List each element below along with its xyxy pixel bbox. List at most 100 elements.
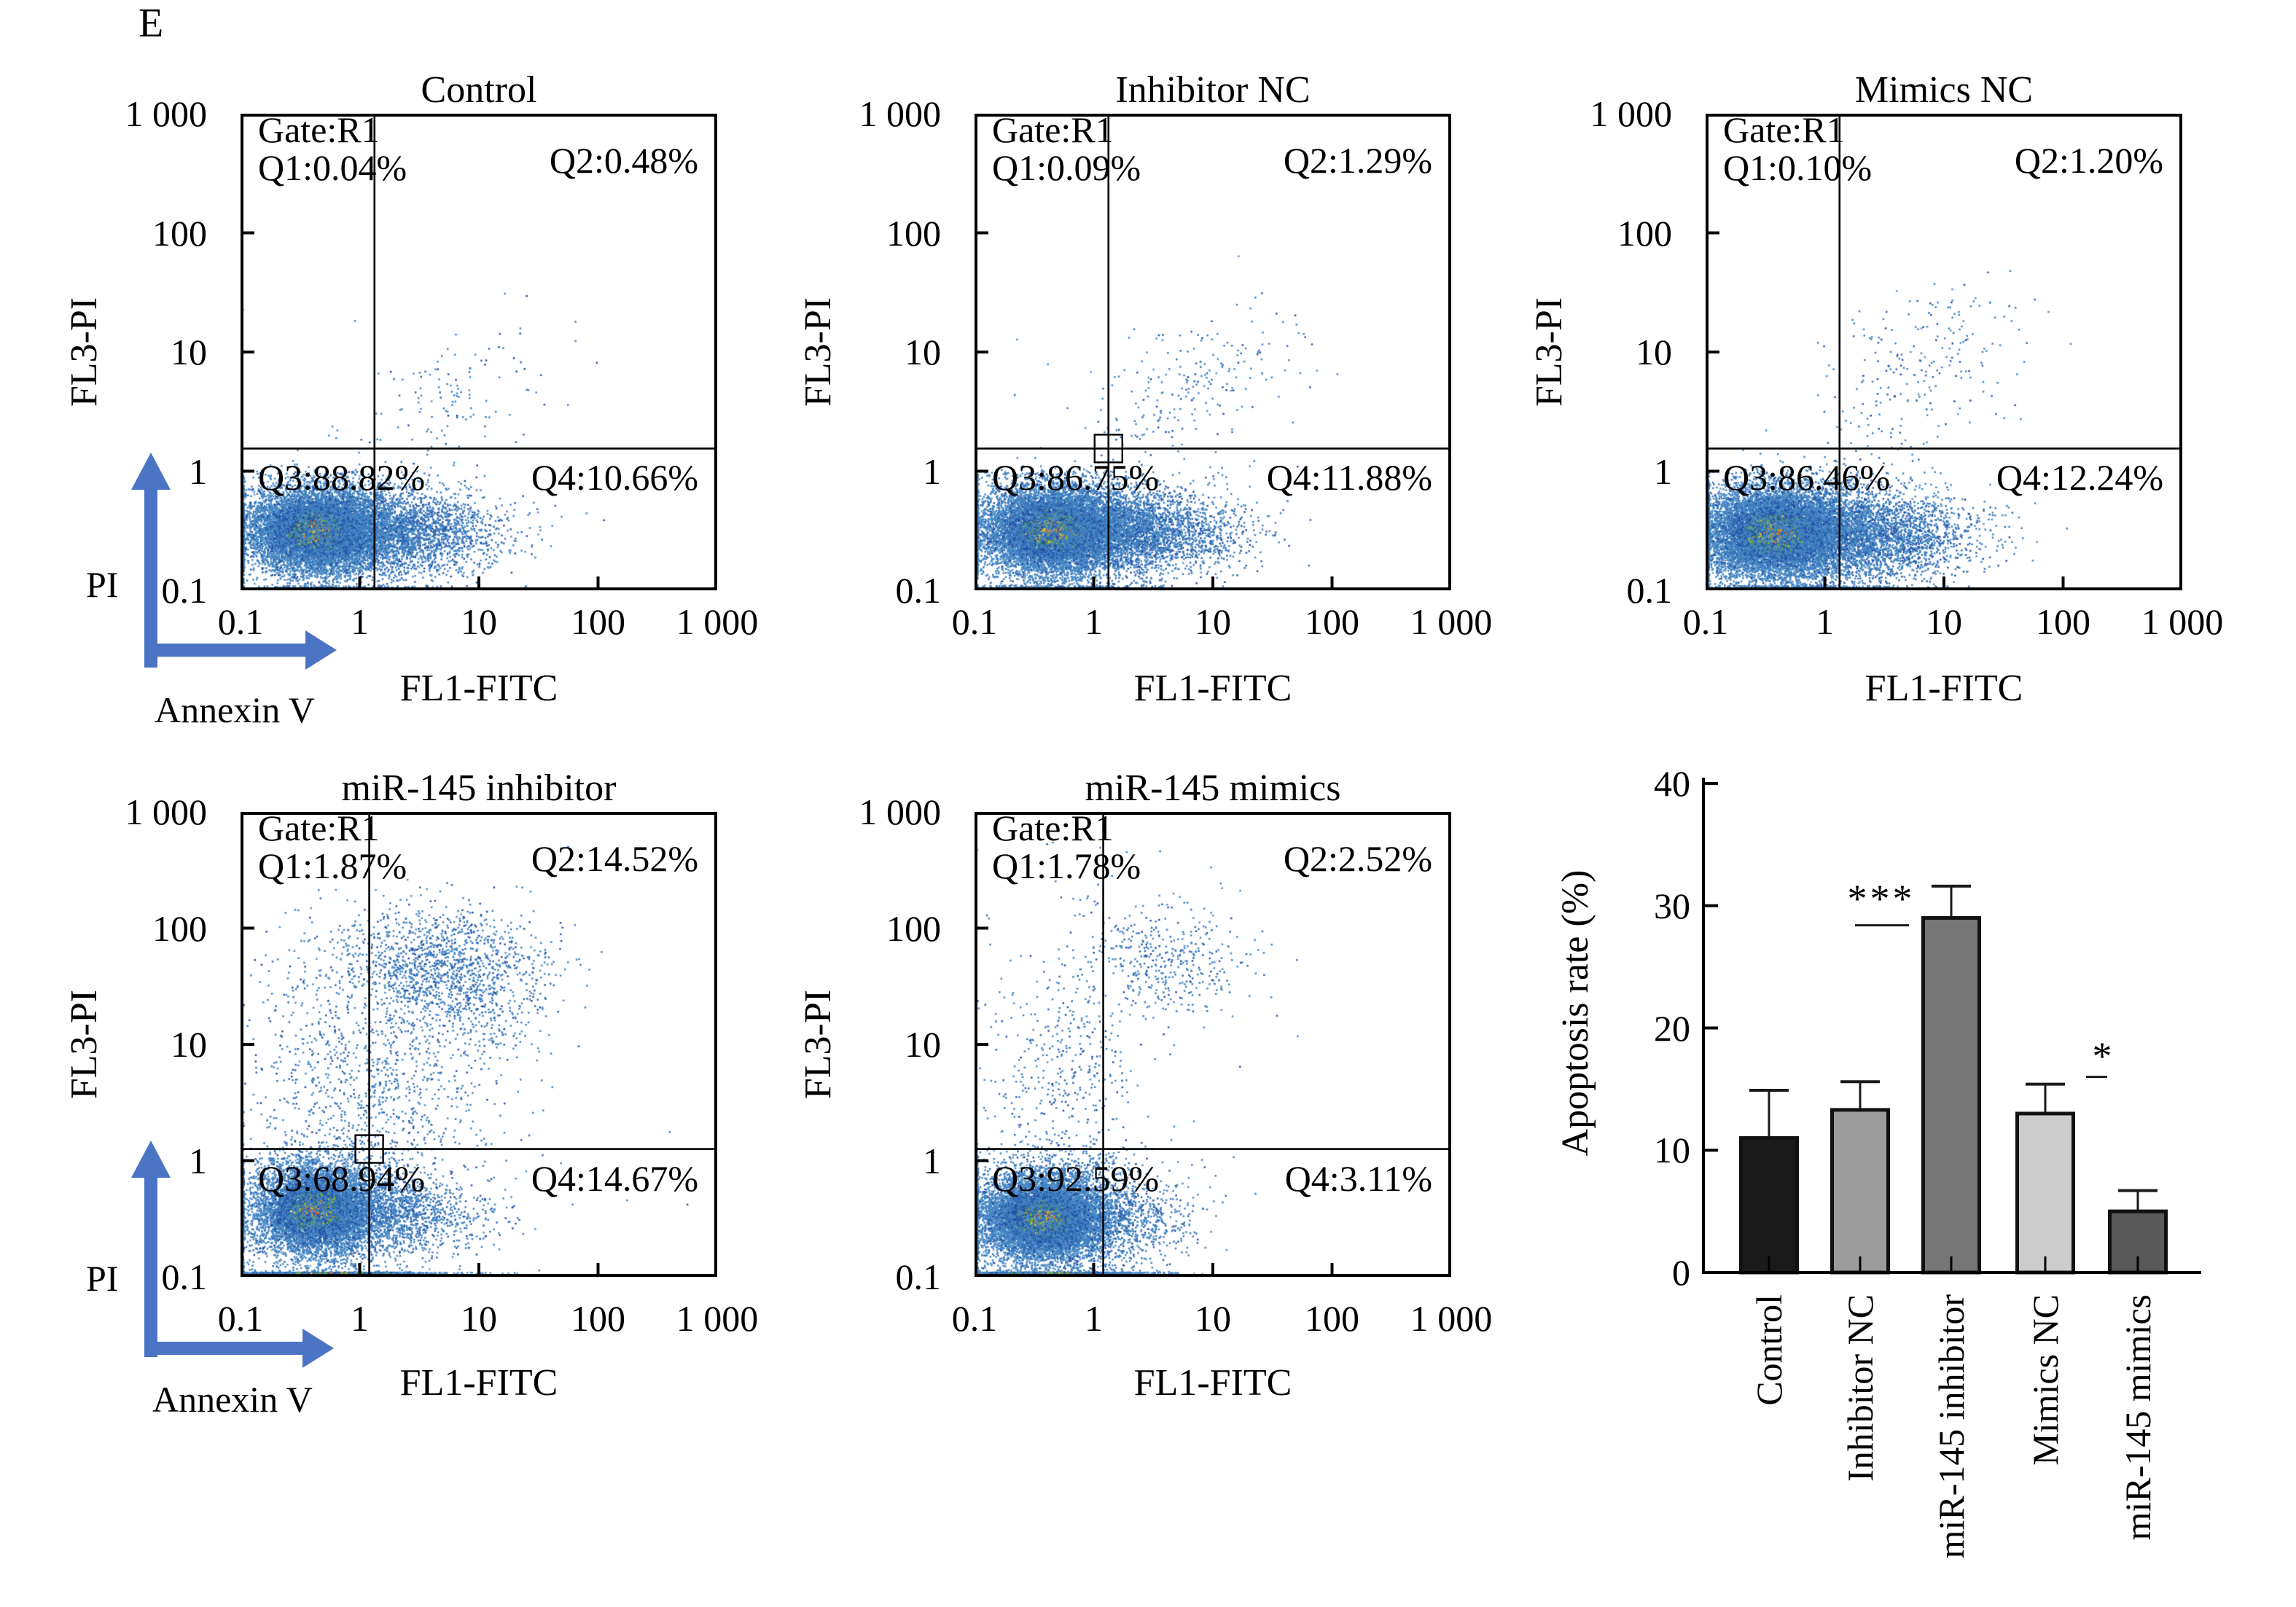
- y-tick-label: 10: [905, 1024, 941, 1065]
- x-tick-label: 10: [1195, 601, 1231, 642]
- y-tick-label: 1: [923, 1140, 941, 1181]
- significance-label-2: *: [2092, 1034, 2115, 1078]
- quadrant-q3-label: Q3:92.59%: [992, 1157, 1160, 1199]
- bar-category-label: miR-145 inhibitor: [1931, 1294, 1972, 1559]
- plot-frame-svg: [241, 812, 717, 1277]
- quadrant-q2-label: Q2:0.48%: [549, 140, 698, 181]
- quadrant-q3-label: Q3:88.82%: [258, 457, 426, 498]
- y-tick-label: 1 000: [125, 791, 208, 832]
- x-tick-label: 100: [571, 1298, 625, 1339]
- panel-label: E: [138, 1, 164, 46]
- x-tick-label: 1 000: [1410, 1298, 1493, 1339]
- bar-y-tick-label: 20: [1654, 1007, 1690, 1049]
- x-axis-label: FL1-FITC: [1133, 668, 1292, 709]
- x-tick-label: 1: [1085, 601, 1103, 642]
- x-tick-label: 10: [1926, 601, 1962, 642]
- pi-arrow-shaft: [144, 489, 157, 668]
- x-tick-label: 1: [1816, 601, 1834, 642]
- bar-1: [1830, 1108, 1890, 1275]
- y-tick-label: 1: [189, 450, 207, 492]
- scatter-point-cloud: [1706, 114, 2182, 590]
- y-tick-label: 10: [171, 332, 207, 372]
- y-tick-label: 0.1: [161, 570, 208, 611]
- x-tick-label: 1: [351, 601, 369, 642]
- plot-frame-svg: [975, 114, 1451, 590]
- y-tick-label: 10: [171, 1024, 207, 1065]
- gate-label: Gate:R1: [258, 808, 380, 848]
- scatter-point-cloud: [241, 114, 717, 590]
- scatter-point-cloud: [975, 812, 1451, 1277]
- x-tick-label: 10: [461, 1298, 497, 1339]
- bar-3: [2015, 1111, 2075, 1275]
- bar-category-label: Mimics NC: [2025, 1294, 2066, 1466]
- quadrant-gate-marker: [1093, 434, 1123, 464]
- x-tick-label: 1 000: [2141, 601, 2224, 642]
- pi-arrow-label: PI: [86, 1258, 119, 1299]
- pi-arrow-shaft: [144, 1177, 157, 1357]
- x-axis-label: FL1-FITC: [399, 1362, 558, 1404]
- x-tick-label: 0.1: [951, 1298, 998, 1339]
- plot-border: [975, 114, 1451, 590]
- quadrant-q4-label: Q4:14.67%: [531, 1157, 698, 1199]
- pi-arrow-head: [131, 453, 171, 490]
- annexin-arrow-shaft: [146, 644, 305, 657]
- y-tick-label: 1 000: [859, 791, 942, 832]
- y-tick-label: 1 000: [1590, 93, 1673, 134]
- bar-y-tick-label: 10: [1654, 1130, 1690, 1171]
- y-tick-label: 10: [1636, 332, 1672, 372]
- gate-label: Gate:R1: [1723, 109, 1845, 150]
- plot-border: [1706, 114, 2182, 590]
- x-tick-label: 100: [571, 601, 625, 642]
- quadrant-q2-label: Q2:1.29%: [1283, 140, 1432, 181]
- scatter-point-cloud: [975, 114, 1451, 590]
- quadrant-q4-label: Q4:12.24%: [1996, 457, 2163, 498]
- plot-border: [241, 114, 717, 590]
- quadrant-q1-label: Q1:0.04%: [258, 147, 407, 188]
- plot-title: miR-145 inhibitor: [341, 767, 617, 809]
- y-tick-label: 100: [152, 907, 207, 949]
- y-tick-label: 1 000: [859, 93, 942, 134]
- x-tick-label: 0.1: [217, 1298, 264, 1339]
- y-tick-label: 0.1: [161, 1256, 208, 1297]
- quadrant-q4-label: Q4:3.11%: [1284, 1157, 1432, 1199]
- quadrant-q3-label: Q3:68.94%: [258, 1157, 426, 1199]
- plot-title: miR-145 mimics: [1085, 767, 1341, 809]
- significance-label-1: ***: [1847, 877, 1916, 920]
- bar-0: [1739, 1135, 1799, 1275]
- scatter-point-cloud: [241, 812, 717, 1277]
- x-tick-label: 10: [1195, 1298, 1231, 1339]
- gate-label: Gate:R1: [992, 808, 1114, 848]
- y-tick-label: 100: [886, 907, 941, 949]
- bar-category-label: miR-145 mimics: [2117, 1294, 2158, 1541]
- plot-title: Inhibitor NC: [1115, 69, 1311, 111]
- y-tick-label: 0.1: [895, 570, 942, 611]
- quadrant-q2-label: Q2:14.52%: [531, 838, 698, 879]
- quadrant-q2-label: Q2:1.20%: [2014, 140, 2163, 181]
- bar-category-label: Inhibitor NC: [1840, 1294, 1881, 1482]
- bar-y-tick-label: 0: [1672, 1252, 1690, 1293]
- y-tick-label: 100: [152, 212, 207, 254]
- quadrant-q1-label: Q1:0.09%: [992, 147, 1141, 188]
- y-tick-label: 1: [923, 450, 941, 492]
- annexin-arrow-head: [302, 1329, 334, 1368]
- x-tick-label: 1 000: [1410, 601, 1493, 642]
- x-tick-label: 10: [461, 601, 497, 642]
- plot-title: Mimics NC: [1854, 69, 2034, 111]
- y-tick-label: 1: [189, 1140, 207, 1181]
- x-tick-label: 0.1: [1682, 601, 1729, 642]
- quadrant-q1-label: Q1:0.10%: [1723, 147, 1873, 188]
- plot-frame-svg: [1706, 114, 2182, 590]
- plot-title: Control: [421, 69, 537, 111]
- bar-y-tick-label: 30: [1654, 885, 1690, 926]
- axis-arrows-svg: [131, 453, 337, 670]
- pi-arrow-label: PI: [86, 564, 119, 605]
- y-tick-label: 1 000: [125, 93, 208, 134]
- plot-frame-svg: [241, 114, 717, 590]
- x-tick-label: 100: [1305, 1298, 1359, 1339]
- x-tick-label: 1: [1085, 1298, 1103, 1339]
- quadrant-q1-label: Q1:1.87%: [258, 845, 407, 886]
- x-tick-label: 1: [351, 1298, 369, 1339]
- bar-chart-svg: Control Inhibitor NC miR-145 inhibitor Mimi…: [1702, 778, 2201, 1559]
- x-tick-label: 0.1: [217, 601, 264, 642]
